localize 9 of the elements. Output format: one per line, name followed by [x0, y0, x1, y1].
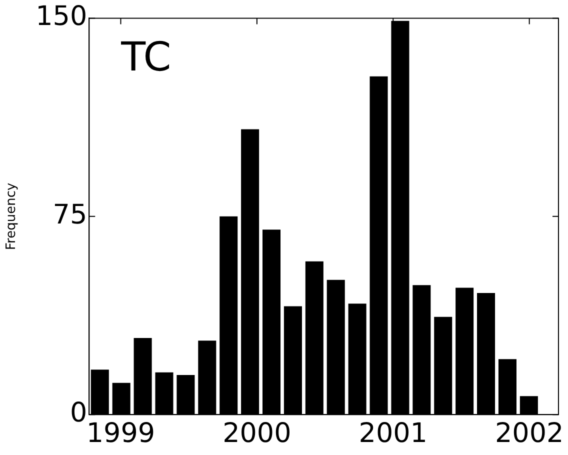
- y-tick-label: 0: [70, 398, 88, 429]
- x-tick-label: 2002: [494, 418, 564, 449]
- x-tick-label: 1999: [86, 418, 156, 449]
- annotation: TC: [120, 34, 172, 81]
- x-tick-label: 2001: [358, 418, 428, 449]
- x-tick-label: 2000: [222, 418, 292, 449]
- y-axis-title: Frequency: [4, 182, 20, 250]
- y-tick-label: 150: [36, 1, 88, 32]
- y-tick-label: 75: [52, 199, 88, 230]
